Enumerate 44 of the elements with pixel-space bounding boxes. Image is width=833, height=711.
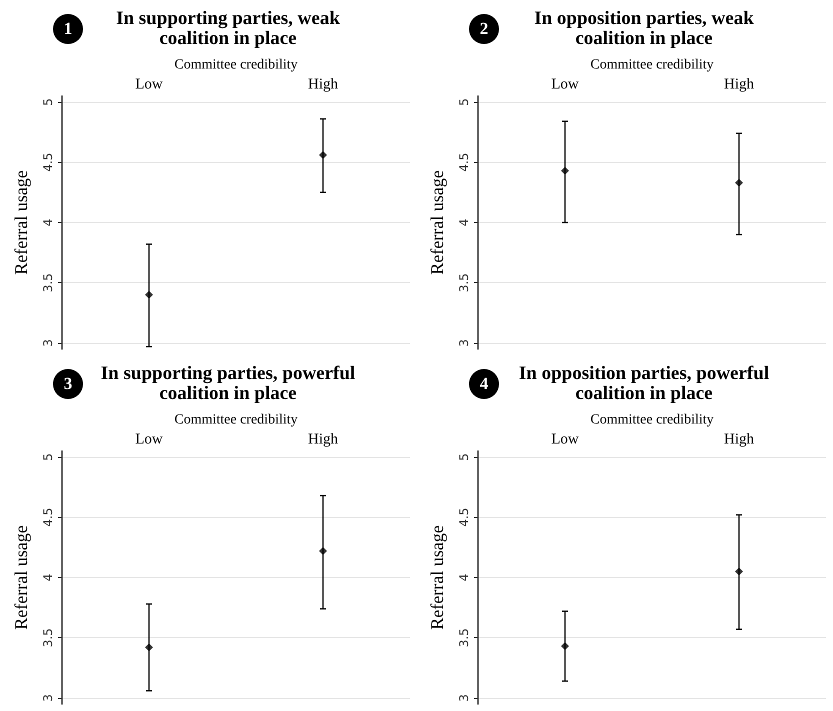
chart-title: In opposition parties, powerful coalition in place [518, 363, 770, 404]
x-axis-title: Committee credibility [174, 58, 298, 72]
chart-title: In supporting parties, weak coalition in place [115, 8, 341, 49]
circle-icon: 1 [53, 14, 83, 44]
x-axis-title: Committee credibility [590, 58, 714, 72]
y-tick-label: 4.5 [457, 152, 471, 172]
circle-icon: 4 [469, 369, 499, 399]
y-tick-label: 5 [41, 98, 55, 106]
chart-title: In supporting parties, powerful coalition in place [100, 363, 356, 404]
y-tick-label: 4.5 [41, 152, 55, 172]
y-tick-label: 5 [41, 453, 55, 461]
y-tick-label: 3.5 [41, 628, 55, 648]
y-axis-title: Referral usage [11, 170, 31, 275]
y-tick-label: 3 [41, 694, 55, 702]
circle-icon: 3 [53, 369, 83, 399]
circle-icon: 2 [469, 14, 499, 44]
y-tick-label: 3.5 [457, 628, 471, 648]
x-tick-label: High [308, 432, 338, 448]
x-tick-label: High [724, 76, 754, 92]
x-tick-label: High [724, 432, 754, 448]
y-tick-label: 4.5 [457, 508, 471, 527]
y-tick-label: 5 [457, 98, 471, 106]
x-axis-title: Committee credibility [174, 412, 298, 428]
y-tick-label: 5 [457, 453, 471, 461]
x-axis-title: Committee credibility [590, 412, 714, 428]
chart-title: In opposition parties, weak coalition in place [533, 8, 755, 49]
y-tick-label: 4.5 [41, 508, 55, 527]
y-axis-title: Referral usage [11, 525, 31, 630]
y-tick-label: 4 [41, 574, 55, 582]
y-tick-label: 4 [457, 218, 471, 226]
y-axis-title: Referral usage [427, 525, 447, 630]
y-tick-label: 3.5 [41, 273, 55, 292]
x-tick-label: Low [551, 76, 579, 92]
x-tick-label: Low [135, 432, 163, 448]
x-tick-label: High [308, 76, 338, 92]
y-tick-label: 4 [457, 574, 471, 582]
y-tick-label: 3 [457, 339, 471, 347]
x-tick-label: Low [551, 432, 579, 448]
y-tick-label: 3.5 [457, 273, 471, 292]
y-tick-label: 4 [41, 218, 55, 226]
y-tick-label: 3 [41, 339, 55, 347]
x-tick-label: Low [135, 76, 163, 92]
y-axis-title: Referral usage [427, 170, 447, 275]
y-tick-label: 3 [457, 694, 471, 702]
